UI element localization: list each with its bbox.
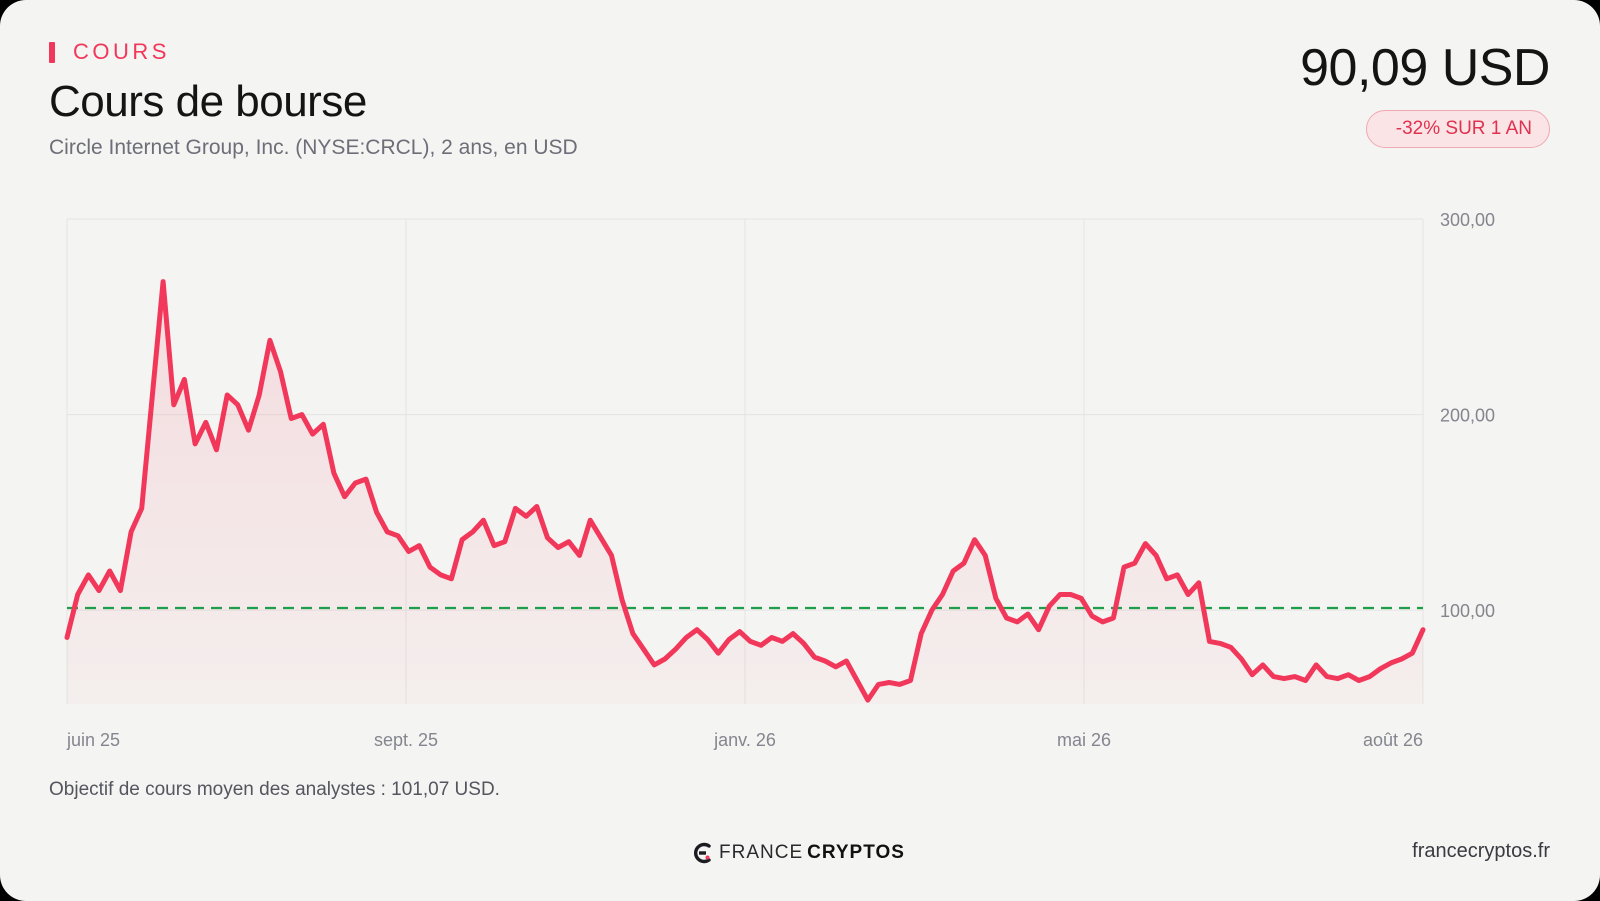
x-tick-label: juin 25: [66, 730, 120, 750]
x-tick-label: août 26: [1363, 730, 1423, 750]
price-area: [67, 281, 1423, 704]
brand-name-bold: CRYPTOS: [807, 842, 905, 863]
accent-bar: [49, 41, 55, 63]
x-tick-label: janv. 26: [713, 730, 776, 750]
chart-subtitle: Circle Internet Group, Inc. (NYSE:CRCL),…: [49, 136, 578, 159]
eyebrow-label: COURS: [73, 39, 170, 64]
price-line: [64, 279, 1426, 703]
y-tick-label: 200,00: [1440, 406, 1495, 426]
section-eyebrow: COURS: [49, 40, 170, 64]
brand-mark-icon: [693, 842, 711, 864]
brand-name-light: FRANCE: [719, 842, 804, 863]
chart-title: Cours de bourse: [49, 77, 367, 126]
x-tick-label: sept. 25: [374, 730, 438, 750]
y-tick-label: 300,00: [1440, 210, 1495, 230]
x-tick-label: mai 26: [1057, 730, 1111, 750]
y-tick-label: 100,00: [1440, 601, 1495, 621]
current-price: 90,09 USD: [1300, 39, 1550, 97]
change-badge: -32% SUR 1 AN: [1365, 110, 1550, 148]
brand-logo: FRANCE CRYPTOS: [693, 841, 905, 865]
analyst-target-note: Objectif de cours moyen des analystes : …: [49, 779, 500, 800]
site-url[interactable]: francecryptos.fr: [1412, 840, 1550, 862]
